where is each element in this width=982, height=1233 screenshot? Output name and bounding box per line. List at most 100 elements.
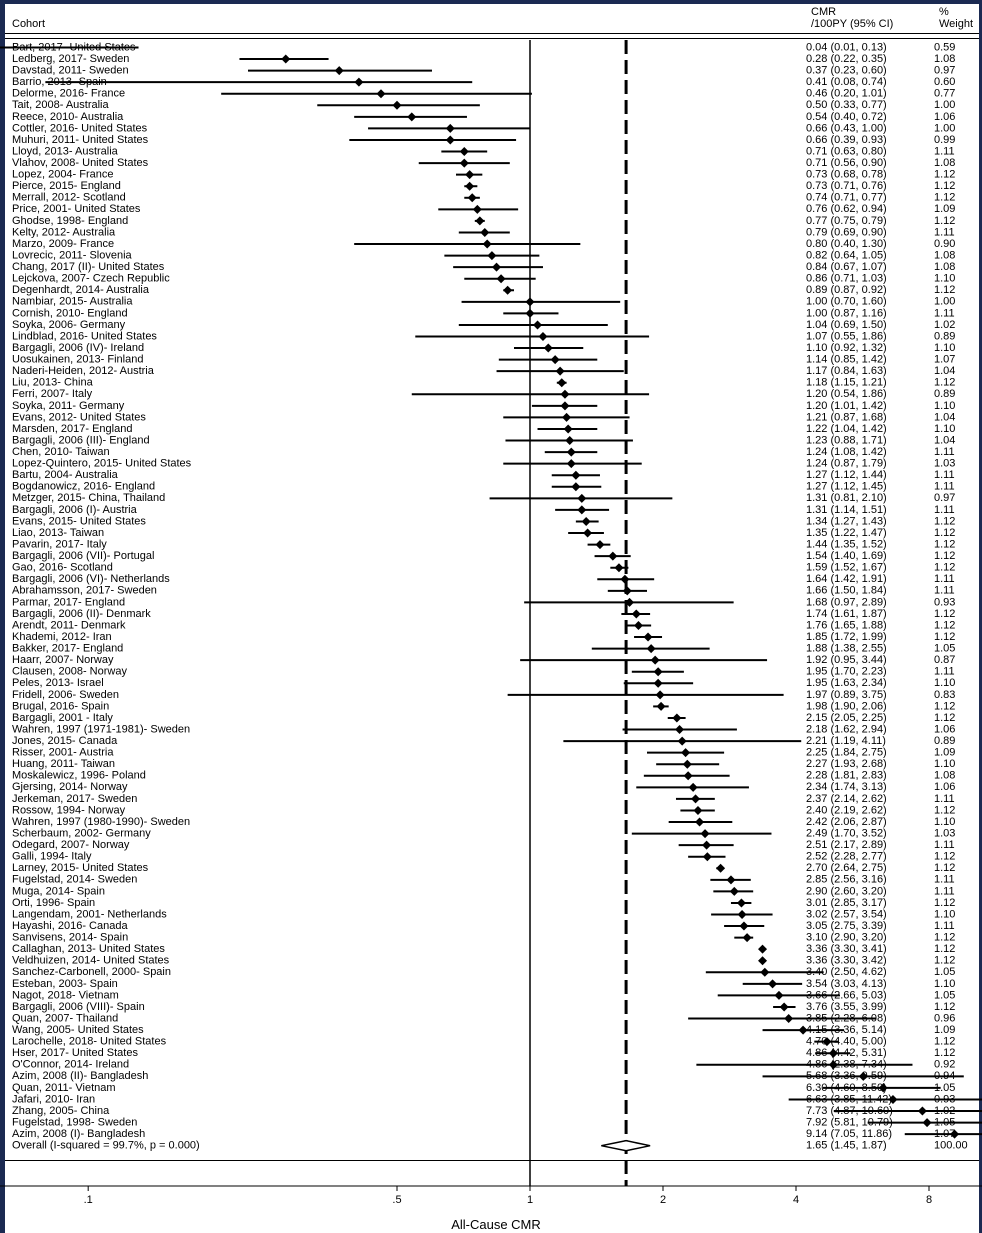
study-label: Risser, 2001- Austria: [12, 747, 114, 759]
study-point-estimate: [758, 944, 768, 954]
cmr-column-header-line2: /100PY (95% CI): [811, 18, 894, 30]
study-point-estimate: [784, 1014, 794, 1024]
study-point-estimate: [620, 574, 630, 584]
study-point-estimate: [392, 100, 402, 110]
study-point-estimate: [917, 1106, 927, 1116]
study-point-estimate: [525, 308, 535, 318]
study-weight: 0.93: [934, 596, 955, 608]
study-weight: 1.12: [934, 862, 955, 874]
study-point-estimate: [595, 540, 605, 550]
study-weight: 1.11: [934, 145, 955, 157]
study-weight: 1.11: [934, 793, 955, 805]
study-point-estimate: [758, 956, 768, 966]
study-ci-text: 2.27 (1.93, 2.68): [806, 758, 887, 770]
study-point-estimate: [650, 655, 660, 665]
study-point-estimate: [563, 424, 573, 434]
study-weight: 0.83: [934, 689, 955, 701]
study-label: Cottler, 2016- United States: [12, 122, 148, 134]
overall-label: Overall (I-squared = 99.7%, p = 0.000): [12, 1140, 200, 1152]
study-ci-text: 1.44 (1.35, 1.52): [806, 538, 887, 550]
study-label: Bargagli, 2006 (IV)- Ireland: [12, 342, 144, 354]
study-point-estimate: [858, 1071, 868, 1081]
study-ci-text: 3.76 (3.55, 3.99): [806, 1001, 887, 1013]
x-tick-label: 8: [926, 1194, 932, 1206]
study-ci-text: 1.54 (1.40, 1.69): [806, 550, 887, 562]
study-label: Nambiar, 2015- Australia: [12, 296, 133, 308]
study-point-estimate: [538, 332, 548, 341]
study-point-estimate: [482, 239, 492, 249]
study-label: Naderi-Heiden, 2012- Austria: [12, 365, 155, 377]
study-weight: 1.02: [934, 319, 955, 331]
study-point-estimate: [653, 667, 663, 677]
study-weight: 1.12: [934, 180, 955, 192]
study-weight: 1.12: [934, 1047, 955, 1059]
study-weight: 0.97: [934, 492, 955, 504]
study-weight: 1.04: [934, 434, 955, 446]
study-ci-text: 0.82 (0.64, 1.05): [806, 249, 887, 261]
study-point-estimate: [465, 170, 475, 180]
study-label: Parmar, 2017- England: [12, 596, 125, 608]
study-weight: 1.10: [934, 400, 955, 412]
x-tick-label: 1: [527, 1194, 533, 1206]
study-label: Bartu, 2004- Australia: [12, 469, 119, 481]
study-label: Muhuri, 2011- United States: [12, 134, 149, 146]
study-point-estimate: [700, 829, 710, 839]
study-weight: 1.09: [934, 747, 955, 759]
study-weight: 1.12: [934, 804, 955, 816]
study-weight: 1.12: [934, 192, 955, 204]
study-weight: 1.10: [934, 816, 955, 828]
study-label: Fugelstad, 1998- Sweden: [12, 1116, 137, 1128]
study-label: Liu, 2013- China: [12, 377, 94, 389]
cmr-column-header-line1: CMR: [811, 6, 837, 18]
study-label: Quan, 2007- Thailand: [12, 1012, 118, 1024]
study-ci-text: 1.27 (1.12, 1.44): [806, 469, 887, 481]
study-ci-text: 1.85 (1.72, 1.99): [806, 631, 887, 643]
study-label: Ghodse, 1998- England: [12, 215, 128, 227]
study-ci-text: 1.24 (0.87, 1.79): [806, 458, 887, 470]
study-weight: 1.12: [934, 284, 955, 296]
study-ci-text: 1.98 (1.90, 2.06): [806, 700, 887, 712]
study-weight: 1.10: [934, 273, 955, 285]
study-point-estimate: [459, 158, 469, 168]
study-ci-text: 0.89 (0.87, 0.92): [806, 284, 887, 296]
study-ci-text: 2.25 (1.84, 2.75): [806, 747, 887, 759]
study-label: Galli, 1994- Italy: [12, 851, 92, 863]
study-weight: 1.10: [934, 978, 955, 990]
study-weight: 1.12: [934, 562, 955, 574]
study-ci-text: 1.64 (1.42, 1.91): [806, 573, 887, 585]
study-point-estimate: [480, 227, 490, 237]
study-weight: 1.06: [934, 111, 955, 123]
cohort-column-header: Cohort: [12, 18, 46, 30]
study-point-estimate: [633, 621, 643, 630]
study-weight: 1.11: [934, 481, 955, 493]
study-ci-text: 1.31 (1.14, 1.51): [806, 504, 887, 516]
study-ci-text: 0.80 (0.40, 1.30): [806, 238, 887, 250]
study-label: Larochelle, 2018- United States: [12, 1036, 167, 1048]
study-label: Delorme, 2016- France: [12, 88, 125, 100]
study-label: Evans, 2012- United States: [12, 411, 146, 423]
overall-ci-text: 1.65 (1.45, 1.87): [806, 1140, 887, 1152]
study-point-estimate: [566, 459, 576, 469]
study-weight: 1.12: [934, 515, 955, 527]
study-ci-text: 0.46 (0.20, 1.01): [806, 88, 887, 100]
study-point-estimate: [533, 320, 543, 330]
study-ci-text: 2.90 (2.60, 3.20): [806, 885, 887, 897]
study-label: Lovrecic, 2011- Slovenia: [12, 249, 133, 261]
study-weight: 1.04: [934, 411, 955, 423]
study-point-estimate: [625, 597, 635, 607]
study-weight: 1.07: [934, 354, 955, 366]
study-label: Esteban, 2003- Spain: [12, 978, 118, 990]
study-point-estimate: [688, 782, 698, 792]
study-label: Marzo, 2009- France: [12, 238, 114, 250]
study-ci-text: 0.04 (0.01, 0.13): [806, 41, 887, 53]
study-weight: 1.08: [934, 249, 955, 261]
study-label: Sanchez-Carbonell, 2000- Spain: [12, 966, 171, 978]
study-point-estimate: [736, 898, 746, 908]
study-weight: 0.99: [934, 134, 955, 146]
study-point-estimate: [376, 89, 386, 99]
study-ci-text: 2.49 (1.70, 3.52): [806, 827, 887, 839]
study-ci-text: 2.40 (2.19, 2.62): [806, 804, 887, 816]
study-label: Reece, 2010- Australia: [12, 111, 124, 123]
study-ci-text: 0.76 (0.62, 0.94): [806, 203, 887, 215]
